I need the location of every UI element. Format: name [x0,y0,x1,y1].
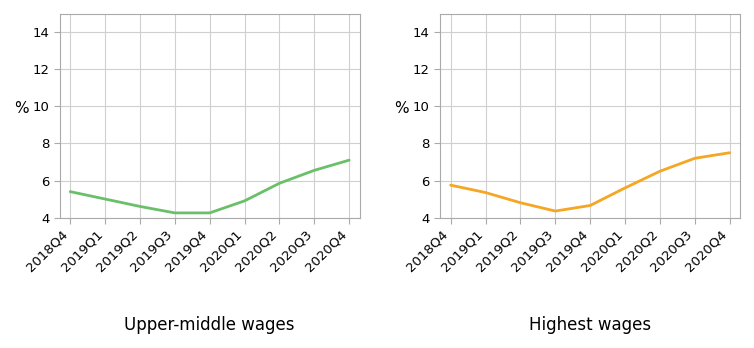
Y-axis label: %: % [14,101,29,116]
X-axis label: Upper-middle wages: Upper-middle wages [124,316,295,334]
X-axis label: Highest wages: Highest wages [529,316,651,334]
Y-axis label: %: % [394,101,409,116]
